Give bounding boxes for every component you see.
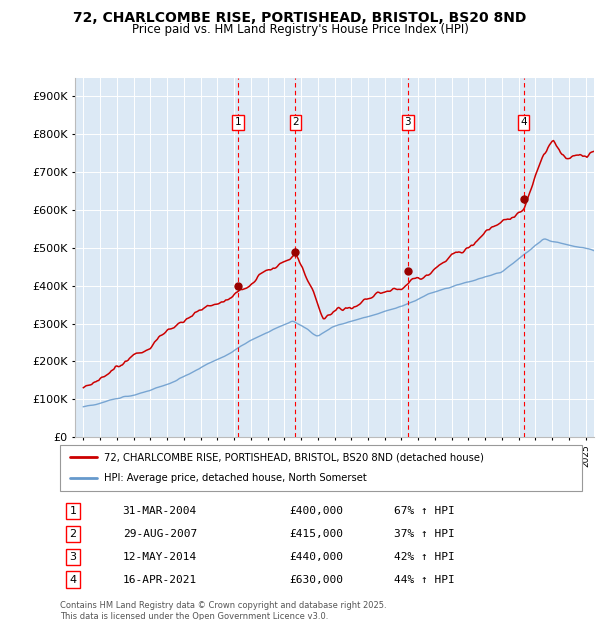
- Text: £630,000: £630,000: [290, 575, 344, 585]
- Text: Contains HM Land Registry data © Crown copyright and database right 2025.
This d: Contains HM Land Registry data © Crown c…: [60, 601, 386, 620]
- Text: HPI: Average price, detached house, North Somerset: HPI: Average price, detached house, Nort…: [104, 474, 367, 484]
- Text: 1: 1: [235, 117, 242, 128]
- Text: Price paid vs. HM Land Registry's House Price Index (HPI): Price paid vs. HM Land Registry's House …: [131, 23, 469, 36]
- Text: 1: 1: [70, 506, 77, 516]
- Text: £440,000: £440,000: [290, 552, 344, 562]
- Text: 16-APR-2021: 16-APR-2021: [122, 575, 197, 585]
- Text: 12-MAY-2014: 12-MAY-2014: [122, 552, 197, 562]
- Text: £400,000: £400,000: [290, 506, 344, 516]
- Text: 29-AUG-2007: 29-AUG-2007: [122, 529, 197, 539]
- Text: 42% ↑ HPI: 42% ↑ HPI: [394, 552, 455, 562]
- Text: 3: 3: [70, 552, 77, 562]
- Text: 31-MAR-2004: 31-MAR-2004: [122, 506, 197, 516]
- Text: 2: 2: [70, 529, 77, 539]
- Text: 72, CHARLCOMBE RISE, PORTISHEAD, BRISTOL, BS20 8ND: 72, CHARLCOMBE RISE, PORTISHEAD, BRISTOL…: [73, 11, 527, 25]
- Text: 37% ↑ HPI: 37% ↑ HPI: [394, 529, 455, 539]
- Text: 3: 3: [404, 117, 411, 128]
- Text: 4: 4: [70, 575, 77, 585]
- Text: 2: 2: [292, 117, 299, 128]
- Text: 67% ↑ HPI: 67% ↑ HPI: [394, 506, 455, 516]
- Text: £415,000: £415,000: [290, 529, 344, 539]
- Text: 44% ↑ HPI: 44% ↑ HPI: [394, 575, 455, 585]
- Text: 4: 4: [520, 117, 527, 128]
- Text: 72, CHARLCOMBE RISE, PORTISHEAD, BRISTOL, BS20 8ND (detached house): 72, CHARLCOMBE RISE, PORTISHEAD, BRISTOL…: [104, 452, 484, 462]
